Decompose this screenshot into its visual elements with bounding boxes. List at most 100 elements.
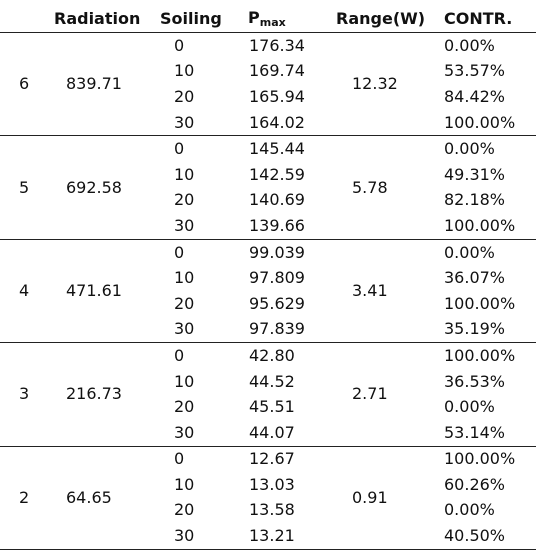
- cell-soiling: 30: [174, 422, 195, 442]
- table-row: 3 216.73 0 42.80 2.71 100.00%: [0, 342, 536, 446]
- cell-contr: 40.50%: [444, 526, 506, 546]
- cell-contr: 0.00%: [444, 397, 495, 417]
- cell-contr: 84.42%: [444, 86, 506, 106]
- cell-contr: 0.00%: [436, 135, 536, 162]
- table-row: 10 97.809 36.07%: [0, 265, 536, 291]
- cell-range: 12.32: [326, 31, 436, 136]
- header-radiation: Radiation: [44, 4, 152, 33]
- cell-contr: 100.00%: [436, 342, 536, 369]
- cell-range: 3.41: [326, 238, 436, 343]
- table-row: 30 97.839 35.19%: [0, 317, 536, 343]
- cell-pmax: 13.03: [249, 474, 295, 494]
- header-soiling: Soiling: [152, 4, 238, 33]
- cell-contr: 100.00%: [444, 293, 516, 313]
- header-range: Range(W): [326, 4, 436, 33]
- cell-pmax: 45.51: [249, 397, 295, 417]
- cell-soiling: 20: [174, 293, 195, 313]
- cell-contr: 60.26%: [444, 474, 506, 494]
- cell-level: 5: [0, 135, 44, 240]
- cell-radiation: 839.71: [44, 31, 152, 136]
- table-row: 30 139.66 100.00%: [0, 213, 536, 239]
- cell-pmax: 169.74: [249, 61, 305, 81]
- cell-soiling: 0: [152, 135, 238, 162]
- cell-contr: 0.00%: [436, 238, 536, 266]
- cell-pmax: 140.69: [249, 190, 305, 210]
- table-row: 20 95.629 100.00%: [0, 291, 536, 317]
- results-table: Radiation Soiling Pmax Range(W) CONTR. 6…: [0, 4, 536, 550]
- cell-soiling: 30: [174, 215, 195, 235]
- cell-soiling: 20: [174, 190, 195, 210]
- cell-soiling: 10: [174, 474, 195, 494]
- table-row: 20 140.69 82.18%: [0, 188, 536, 214]
- cell-range: 5.78: [326, 135, 436, 240]
- cell-contr: 0.00%: [444, 500, 495, 520]
- cell-pmax: 44.07: [249, 422, 295, 442]
- table-row: 20 165.94 84.42%: [0, 84, 536, 110]
- cell-pmax: 13.58: [249, 500, 295, 520]
- table-row: 5 692.58 0 145.44 5.78 0.00%: [0, 135, 536, 240]
- header-group: [0, 4, 44, 33]
- cell-contr: 82.18%: [444, 190, 506, 210]
- table-row: 10 44.52 36.53%: [0, 369, 536, 395]
- cell-pmax: 44.52: [249, 371, 295, 391]
- header-row: Radiation Soiling Pmax Range(W) CONTR.: [0, 4, 536, 33]
- cell-contr: 36.07%: [444, 268, 506, 288]
- cell-pmax: 12.67: [238, 445, 326, 473]
- cell-pmax: 97.839: [249, 319, 305, 339]
- cell-contr: 100.00%: [444, 215, 516, 235]
- cell-level: 6: [0, 31, 44, 136]
- cell-radiation: 692.58: [44, 135, 152, 240]
- cell-pmax: 42.80: [238, 342, 326, 369]
- table-body: 6 839.71 0 176.34 12.32 0.00% 10 169.74 53.57% 20…: [0, 31, 536, 550]
- table-row: 4 471.61 0 99.039 3.41 0.00%: [0, 238, 536, 343]
- cell-contr: 35.19%: [444, 319, 506, 339]
- cell-contr: 53.57%: [444, 61, 506, 81]
- table-row: 20 45.51 0.00%: [0, 394, 536, 420]
- cell-soiling: 20: [174, 397, 195, 417]
- table-row: 30 164.02 100.00%: [0, 110, 536, 136]
- cell-soiling: 30: [174, 319, 195, 339]
- cell-contr: 49.31%: [444, 164, 506, 184]
- cell-contr: 100.00%: [444, 112, 516, 132]
- cell-pmax: 13.21: [249, 526, 295, 546]
- cell-pmax: 142.59: [249, 164, 305, 184]
- header-pmax: Pmax: [238, 4, 326, 33]
- cell-soiling: 10: [174, 61, 195, 81]
- cell-contr: 100.00%: [436, 445, 536, 473]
- table-row: 10 142.59 49.31%: [0, 162, 536, 188]
- cell-soiling: 0: [152, 31, 238, 59]
- cell-pmax: 139.66: [249, 215, 305, 235]
- cell-contr: 0.00%: [436, 31, 536, 59]
- cell-soiling: 10: [174, 371, 195, 391]
- cell-contr: 36.53%: [444, 371, 506, 391]
- cell-soiling: 20: [174, 86, 195, 106]
- cell-soiling: 20: [174, 500, 195, 520]
- cell-range: 0.91: [326, 445, 436, 550]
- cell-pmax: 97.809: [249, 268, 305, 288]
- cell-pmax: 176.34: [238, 31, 326, 59]
- cell-pmax: 99.039: [238, 238, 326, 266]
- cell-soiling: 30: [174, 112, 195, 132]
- cell-pmax: 145.44: [238, 135, 326, 162]
- cell-soiling: 10: [174, 164, 195, 184]
- cell-soiling: 0: [152, 445, 238, 473]
- table-row: 20 13.58 0.00%: [0, 498, 536, 524]
- cell-soiling: 0: [152, 342, 238, 369]
- cell-soiling: 30: [174, 526, 195, 546]
- cell-radiation: 216.73: [44, 342, 152, 446]
- cell-level: 3: [0, 342, 44, 446]
- table-row: 2 64.65 0 12.67 0.91 100.00%: [0, 445, 536, 550]
- table-row: 10 13.03 60.26%: [0, 472, 536, 498]
- header-contr: CONTR.: [436, 4, 536, 33]
- cell-pmax: 95.629: [249, 293, 305, 313]
- cell-pmax: 165.94: [249, 86, 305, 106]
- cell-radiation: 471.61: [44, 238, 152, 343]
- cell-soiling: 10: [174, 268, 195, 288]
- table-header: Radiation Soiling Pmax Range(W) CONTR.: [0, 4, 536, 33]
- table-row: 30 44.07 53.14%: [0, 420, 536, 446]
- table-row: 10 169.74 53.57%: [0, 59, 536, 85]
- cell-range: 2.71: [326, 342, 436, 446]
- header-pmax-sub: max: [259, 15, 286, 29]
- cell-contr: 53.14%: [444, 422, 506, 442]
- cell-level: 2: [0, 445, 44, 550]
